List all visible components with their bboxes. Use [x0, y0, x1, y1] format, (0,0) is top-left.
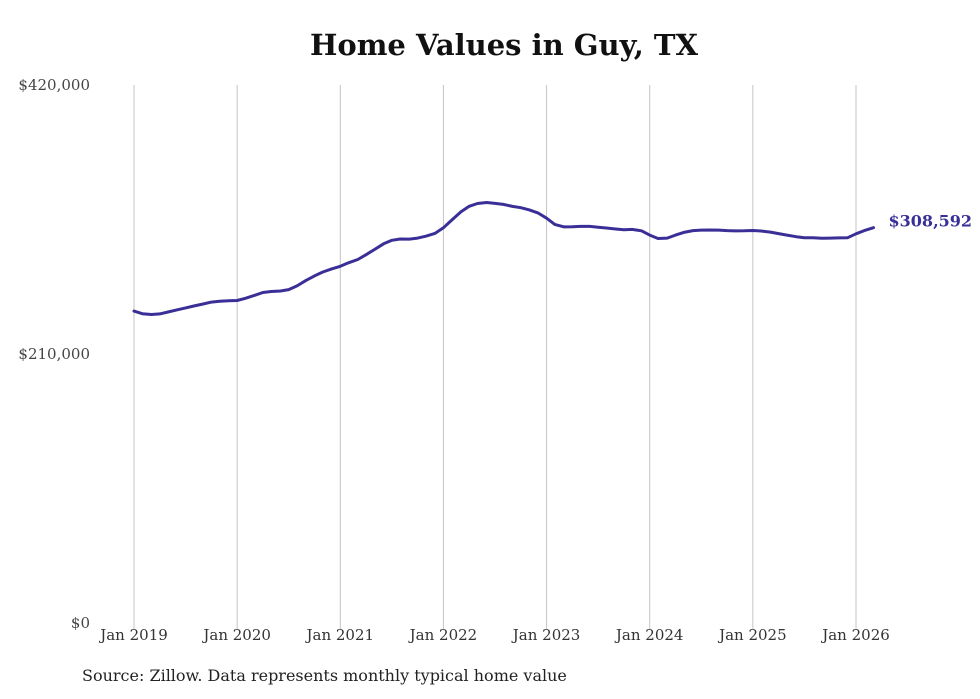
x-tick-label: Jan 2025: [717, 626, 787, 644]
chart-title: Home Values in Guy, TX: [310, 28, 698, 62]
x-tick-label: Jan 2019: [98, 626, 168, 644]
x-tick-label: Jan 2020: [201, 626, 271, 644]
series-line: [132, 201, 875, 316]
y-tick-label: $420,000: [18, 76, 90, 94]
gridlines: [133, 85, 857, 629]
x-tick-label: Jan 2024: [614, 626, 684, 644]
x-tick-label: Jan 2023: [511, 626, 581, 644]
x-axis: Jan 2019 Jan 2020 Jan 2021 Jan 2022 Jan 2023…: [98, 626, 890, 644]
x-tick-label: Jan 2026: [820, 626, 890, 644]
y-tick-label: $0: [71, 614, 90, 632]
x-tick-label: Jan 2021: [305, 626, 375, 644]
y-axis: $0 $210,000 $420,000: [18, 76, 90, 632]
x-tick-label: Jan 2022: [408, 626, 478, 644]
source-note: Source: Zillow. Data represents monthly …: [82, 666, 567, 685]
series-layer: $308,592: [132, 201, 973, 316]
y-tick-label: $210,000: [18, 345, 90, 363]
series-end-label: $308,592: [889, 212, 973, 231]
